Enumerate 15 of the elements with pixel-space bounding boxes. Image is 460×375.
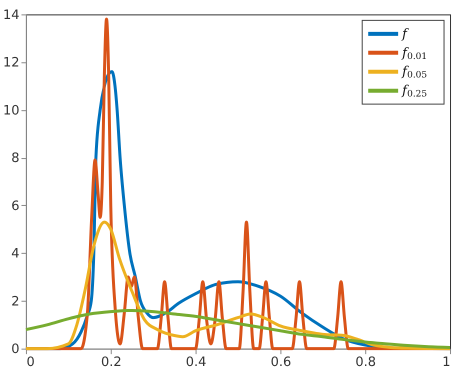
y-tick-label: 8 (11, 151, 20, 166)
y-tick-label: 12 (2, 56, 20, 71)
x-tick-label: 0 (26, 355, 35, 370)
x-tick-label: 0.2 (100, 355, 122, 370)
y-tick-label: 6 (11, 198, 20, 214)
legend-label: f (401, 26, 410, 42)
y-tick-label: 10 (2, 103, 20, 118)
x-tick-label: 0.6 (270, 355, 292, 370)
x-tick-label: 1 (442, 355, 451, 370)
x-tick-label: 0.8 (355, 355, 376, 370)
y-tick-label: 2 (11, 294, 20, 310)
y-tick-label: 4 (11, 246, 20, 262)
y-tick-label: 14 (2, 8, 20, 23)
x-tick-label: 0.4 (186, 355, 206, 370)
y-tick-label: 0 (11, 342, 20, 358)
